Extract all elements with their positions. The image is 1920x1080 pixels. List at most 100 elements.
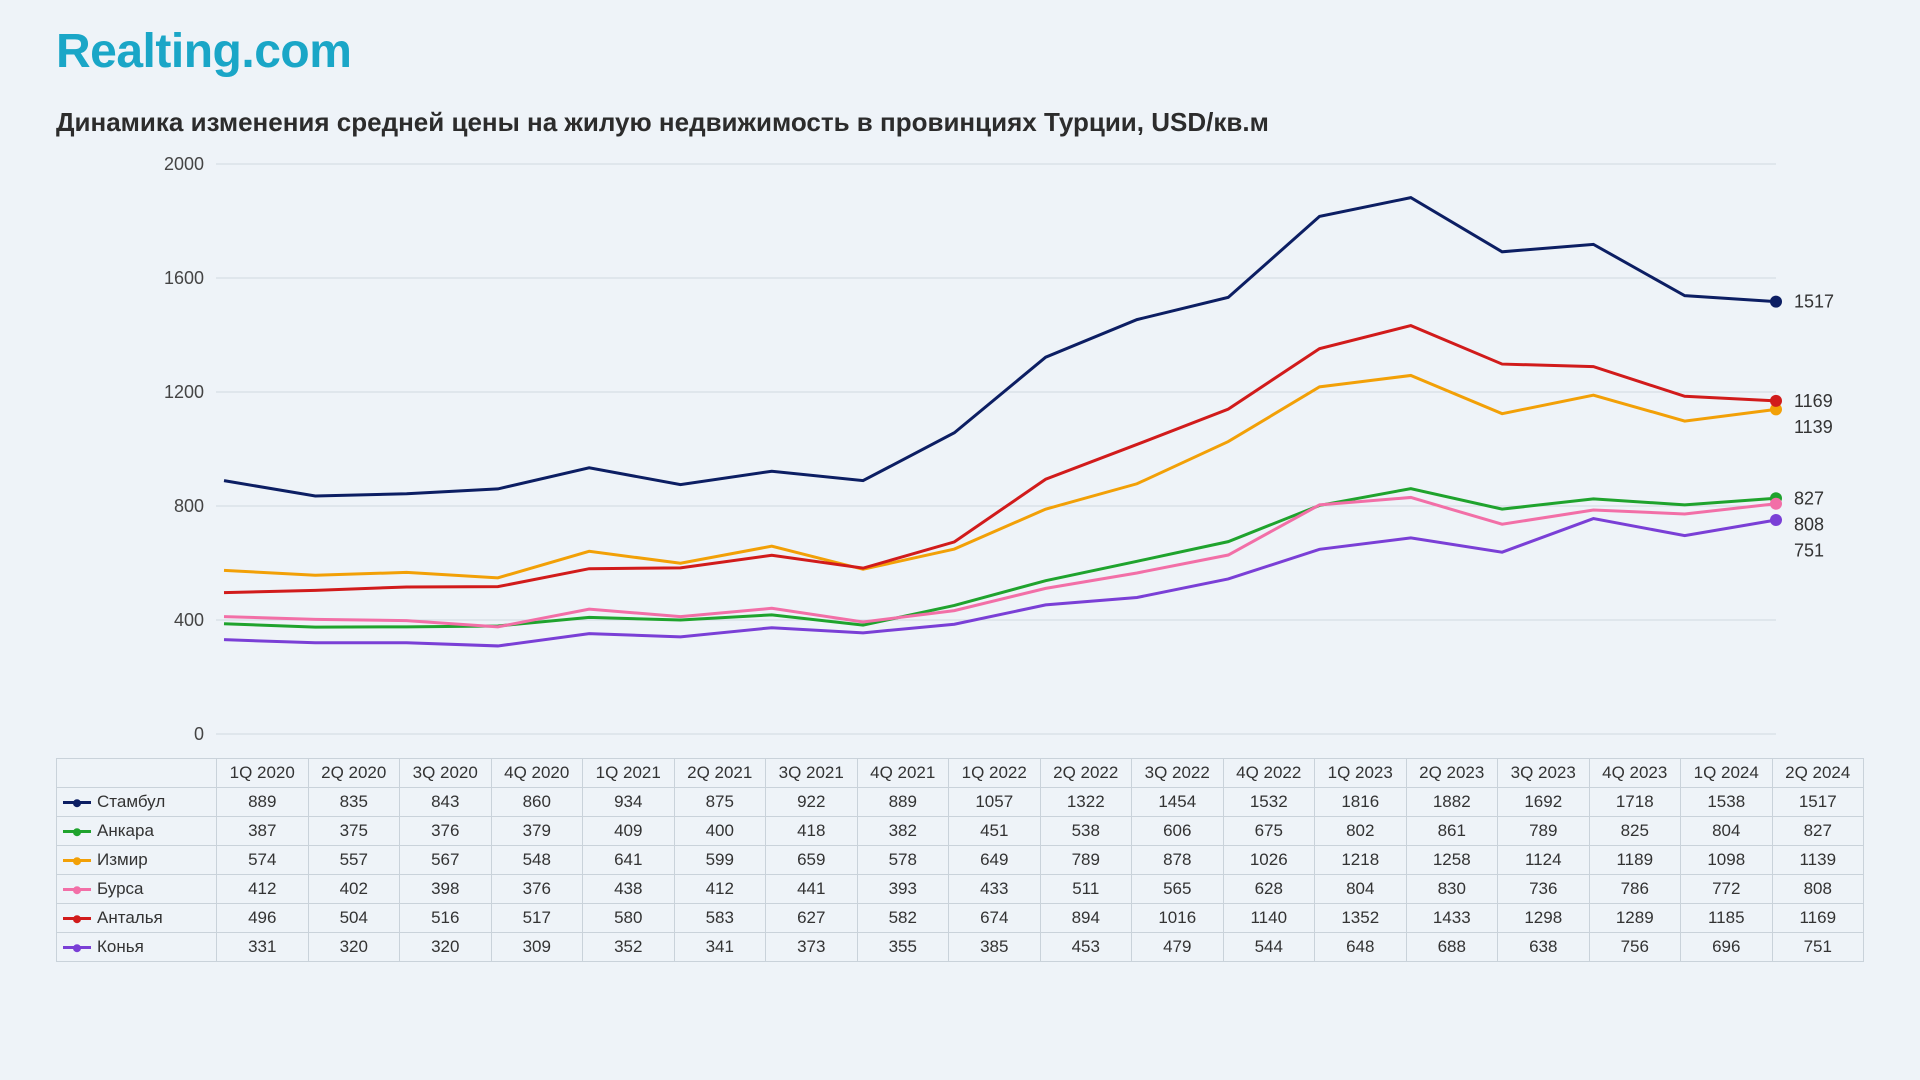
table-cell: 320 [400,933,492,962]
table-row: Анкара3873753763794094004183824515386066… [57,817,1864,846]
table-cell: 751 [1772,933,1864,962]
series-name-cell: Измир [57,846,217,875]
table-cell: 1140 [1223,904,1315,933]
table-cell: 1169 [1772,904,1864,933]
data-table: 1Q 20202Q 20203Q 20204Q 20201Q 2021 2Q 20… [56,758,1864,962]
series-line [224,326,1776,593]
table-cell: 674 [949,904,1041,933]
table-cell: 1718 [1589,788,1681,817]
table-cell: 583 [674,904,766,933]
table-cell: 789 [1040,846,1132,875]
table-cell: 861 [1406,817,1498,846]
table-cell: 804 [1681,817,1773,846]
table-col-header: 4Q 2020 [491,759,583,788]
table-col-header: 3Q 2021 [766,759,858,788]
table-col-header: 1Q 2022 [949,759,1041,788]
table-cell: 402 [308,875,400,904]
series-name-cell: Стамбул [57,788,217,817]
series-name-cell: Анкара [57,817,217,846]
table-cell: 1057 [949,788,1041,817]
table-cell: 373 [766,933,858,962]
series-name-cell: Конья [57,933,217,962]
table-cell: 830 [1406,875,1498,904]
table-col-header: 3Q 2020 [400,759,492,788]
table-col-header: 1Q 2021 [583,759,675,788]
table-cell: 320 [308,933,400,962]
series-end-marker [1770,296,1782,308]
table-cell: 398 [400,875,492,904]
table-cell: 934 [583,788,675,817]
table-cell: 878 [1132,846,1224,875]
table-cell: 1298 [1498,904,1590,933]
svg-text:2000: 2000 [164,154,204,174]
table-cell: 511 [1040,875,1132,904]
svg-text:1600: 1600 [164,268,204,288]
table-cell: 1692 [1498,788,1590,817]
table-cell: 889 [857,788,949,817]
table-cell: 433 [949,875,1041,904]
table-col-header: 2Q 2024 [1772,759,1864,788]
table-cell: 496 [217,904,309,933]
table-cell: 409 [583,817,675,846]
table-cell: 1098 [1681,846,1773,875]
series-end-marker [1770,514,1782,526]
table-cell: 599 [674,846,766,875]
brand-logo: Realting.com [56,24,1864,79]
table-cell: 393 [857,875,949,904]
series-line [224,198,1776,496]
table-col-header: 4Q 2022 [1223,759,1315,788]
series-end-marker [1770,498,1782,510]
table-cell: 557 [308,846,400,875]
table-cell: 538 [1040,817,1132,846]
table-cell: 648 [1315,933,1407,962]
table-cell: 582 [857,904,949,933]
chart-svg: 0400800120016002000151711691139827808751 [56,144,1864,754]
table-cell: 1218 [1315,846,1407,875]
table-cell: 385 [949,933,1041,962]
table-cell: 889 [217,788,309,817]
table-cell: 1532 [1223,788,1315,817]
legend-swatch [63,830,91,833]
table-cell: 376 [491,875,583,904]
chart-title: Динамика изменения средней цены на жилую… [56,107,1864,138]
table-col-header: 1Q 2020 [217,759,309,788]
table-row: Анталья496504516517580583627582674894101… [57,904,1864,933]
table-cell: 786 [1589,875,1681,904]
table-cell: 638 [1498,933,1590,962]
table-cell: 375 [308,817,400,846]
table-cell: 1882 [1406,788,1498,817]
table-cell: 675 [1223,817,1315,846]
table-cell: 544 [1223,933,1315,962]
table-cell: 825 [1589,817,1681,846]
table-cell: 1189 [1589,846,1681,875]
table-row: Конья33132032030935234137335538545347954… [57,933,1864,962]
table-col-header: 4Q 2023 [1589,759,1681,788]
series-line [224,497,1776,626]
table-cell: 772 [1681,875,1773,904]
legend-swatch [63,801,91,804]
legend-swatch [63,888,91,891]
table-cell: 649 [949,846,1041,875]
table-cell: 696 [1681,933,1773,962]
table-cell: 1433 [1406,904,1498,933]
table-cell: 376 [400,817,492,846]
table-cell: 580 [583,904,675,933]
table-cell: 688 [1406,933,1498,962]
table-cell: 1139 [1772,846,1864,875]
series-line [224,375,1776,577]
table-cell: 379 [491,817,583,846]
table-cell: 1322 [1040,788,1132,817]
table-col-header: 4Q 2021 [857,759,949,788]
series-end-label: 1517 [1794,292,1834,312]
series-end-label: 827 [1794,488,1824,508]
table-cell: 387 [217,817,309,846]
table-cell: 1016 [1132,904,1224,933]
table-cell: 438 [583,875,675,904]
table-cell: 802 [1315,817,1407,846]
table-col-header: 2Q 2020 [308,759,400,788]
table-cell: 479 [1132,933,1224,962]
legend-swatch [63,917,91,920]
table-cell: 827 [1772,817,1864,846]
table-col-header: 1Q 2024 [1681,759,1773,788]
table-cell: 808 [1772,875,1864,904]
